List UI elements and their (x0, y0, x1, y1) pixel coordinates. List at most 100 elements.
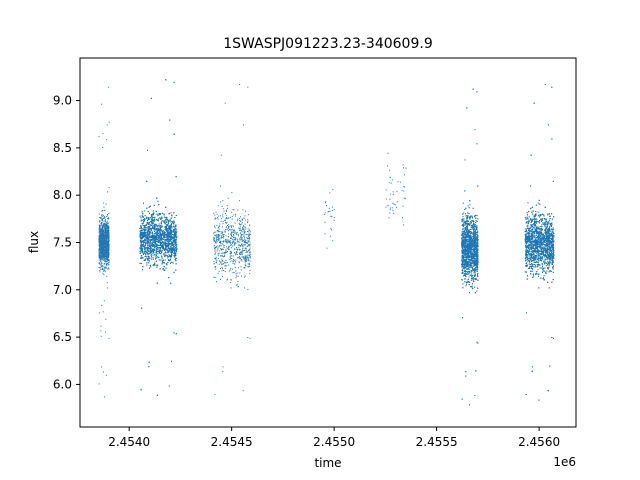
data-point (101, 227, 103, 229)
data-point (107, 228, 109, 230)
data-point (99, 231, 101, 233)
data-point (108, 121, 110, 123)
data-point (107, 86, 109, 88)
data-point (106, 261, 108, 263)
data-point (107, 252, 109, 254)
data-point (105, 256, 107, 258)
data-point (104, 259, 106, 261)
data-point (107, 218, 109, 220)
data-point (100, 250, 102, 252)
data-point (106, 254, 107, 256)
data-point (104, 245, 106, 247)
data-point (101, 258, 103, 260)
data-point (106, 235, 108, 237)
data-point (105, 257, 107, 259)
data-point (102, 231, 103, 232)
data-point (104, 244, 106, 246)
data-point (105, 267, 107, 269)
data-point (105, 240, 107, 242)
data-point (108, 231, 110, 233)
data-point (102, 268, 104, 270)
data-point (100, 330, 102, 332)
data-point (105, 264, 107, 266)
data-point (102, 236, 104, 238)
data-point (101, 244, 103, 246)
data-point (101, 103, 103, 105)
data-point (98, 250, 100, 252)
data-point (102, 242, 104, 244)
data-point (105, 238, 107, 239)
data-point (106, 239, 108, 241)
data-point (101, 265, 103, 267)
data-point (103, 235, 105, 237)
data-point (104, 244, 106, 246)
data-point (106, 245, 107, 247)
data-point (108, 249, 110, 251)
data-point (108, 235, 110, 237)
data-point (106, 224, 108, 226)
data-point (107, 246, 109, 248)
data-point (99, 259, 101, 261)
data-point (99, 254, 101, 256)
data-point (103, 240, 104, 242)
data-point (102, 246, 104, 248)
data-point (98, 254, 100, 256)
data-point (108, 238, 110, 239)
data-point (101, 224, 103, 226)
data-point (101, 219, 103, 221)
data-point (108, 232, 109, 234)
data-point (104, 217, 106, 218)
data-point (98, 136, 100, 138)
data-point (98, 241, 100, 243)
data-point (105, 255, 107, 257)
data-point (105, 249, 107, 250)
data-point (106, 253, 108, 255)
data-point (108, 234, 110, 236)
data-point (106, 215, 108, 217)
data-point (102, 230, 104, 231)
data-point (103, 274, 105, 276)
data-point (104, 238, 106, 240)
data-point (100, 257, 102, 259)
data-point (106, 275, 108, 277)
data-point (107, 233, 109, 235)
data-point (99, 216, 101, 218)
data-point (102, 255, 104, 257)
data-point (101, 240, 103, 242)
data-point (99, 270, 101, 271)
data-point (107, 254, 109, 256)
data-point (103, 223, 105, 225)
data-point (101, 215, 103, 216)
data-point (106, 239, 108, 241)
data-point (104, 240, 105, 242)
data-point (102, 266, 104, 268)
data-point (98, 312, 100, 314)
data-point (107, 258, 109, 260)
data-point (107, 262, 109, 264)
data-point (104, 250, 106, 252)
data-point (99, 271, 101, 273)
data-point (98, 255, 100, 257)
data-point (107, 231, 109, 233)
data-point (100, 265, 102, 267)
data-point (107, 226, 109, 228)
data-point (102, 254, 104, 256)
data-point (108, 247, 110, 249)
data-point (104, 230, 106, 232)
data-point (106, 264, 108, 266)
data-point (101, 255, 103, 256)
data-point (98, 231, 100, 233)
data-point (163, 262, 165, 264)
data-point (103, 268, 105, 270)
data-point (100, 241, 102, 243)
data-point (107, 241, 108, 243)
data-point (99, 246, 101, 248)
data-point (99, 237, 101, 239)
data-point (101, 257, 103, 259)
data-point (101, 238, 102, 240)
data-point (102, 215, 104, 217)
data-point (99, 256, 101, 258)
data-point (101, 219, 103, 220)
data-point (107, 240, 109, 242)
data-point (106, 228, 108, 230)
